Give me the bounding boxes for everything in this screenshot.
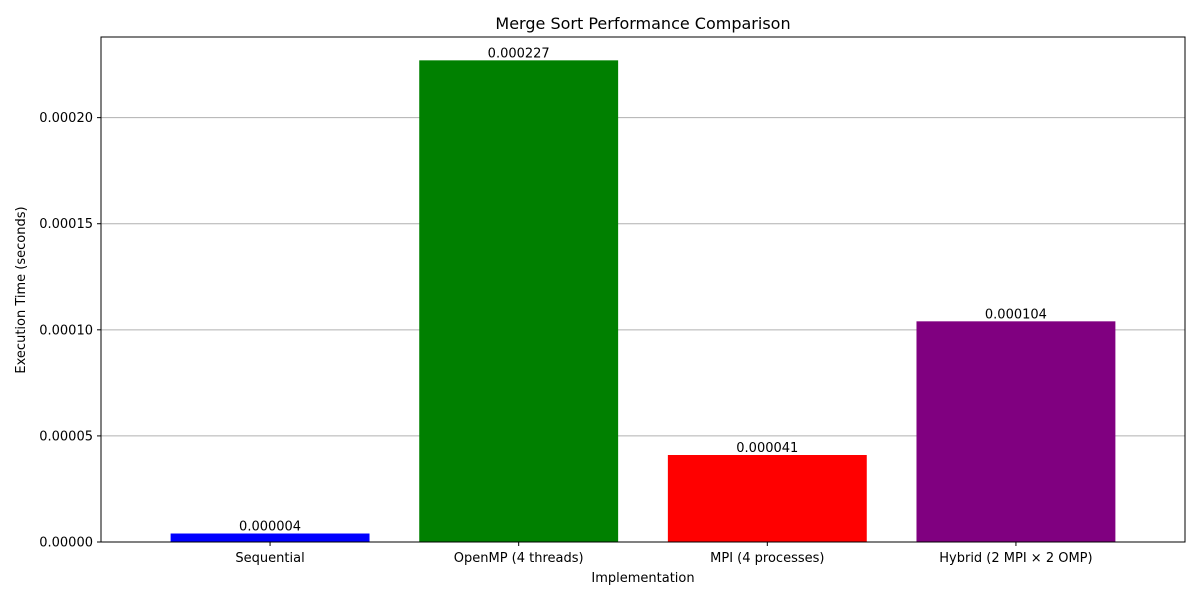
x-axis-label: Implementation bbox=[591, 571, 694, 586]
y-tick-label: 0.00010 bbox=[39, 323, 93, 338]
chart-title: Merge Sort Performance Comparison bbox=[495, 14, 790, 33]
bar-value-label: 0.000227 bbox=[488, 46, 550, 61]
bar-value-label: 0.000104 bbox=[985, 307, 1047, 322]
bar-value-labels: 0.000004 0.000227 0.000041 0.000104 bbox=[239, 46, 1047, 534]
x-tick-label: Hybrid (2 MPI × 2 OMP) bbox=[939, 551, 1092, 566]
bar bbox=[419, 60, 619, 543]
bars bbox=[170, 60, 1116, 543]
bar bbox=[916, 321, 1116, 542]
y-tick-label: 0.00020 bbox=[39, 111, 93, 126]
y-tick-label: 0.00005 bbox=[39, 429, 93, 444]
y-tick-label: 0.00000 bbox=[39, 536, 93, 551]
bar bbox=[667, 455, 867, 542]
y-axis-label: Execution Time (seconds) bbox=[14, 206, 29, 373]
x-axis: Sequential OpenMP (4 threads) MPI (4 proce… bbox=[235, 542, 1093, 566]
x-tick-label: OpenMP (4 threads) bbox=[454, 551, 584, 566]
bar-value-label: 0.000041 bbox=[736, 441, 798, 456]
y-axis: 0.00000 0.00005 0.00010 0.00015 0.00020 bbox=[39, 111, 101, 551]
bar bbox=[170, 533, 370, 542]
x-tick-label: Sequential bbox=[235, 551, 304, 566]
bar-value-label: 0.000004 bbox=[239, 520, 301, 535]
plot-frame bbox=[100, 36, 1186, 543]
y-tick-label: 0.00015 bbox=[39, 217, 93, 232]
x-tick-label: MPI (4 processes) bbox=[710, 551, 824, 566]
